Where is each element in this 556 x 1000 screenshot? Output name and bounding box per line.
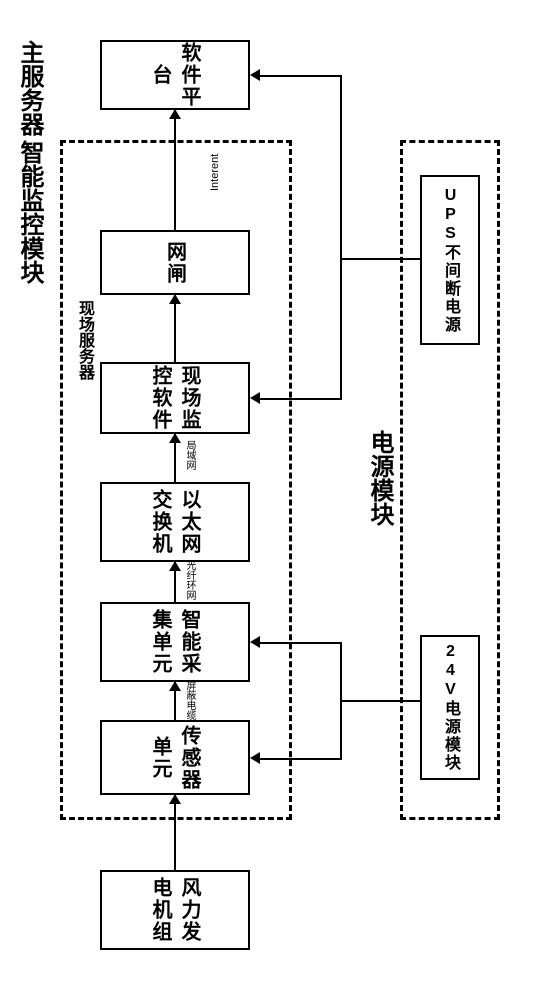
arrow-acq-eth — [174, 562, 176, 602]
power-24v-box: 24V电源模块 — [420, 635, 480, 780]
arrow-eth-fsw — [174, 434, 176, 482]
ethernet-text: 以太网交换机 — [146, 484, 204, 560]
l-24v-sensor — [260, 758, 342, 760]
gateway-box: 网闸 — [100, 230, 250, 295]
field-sw-text: 现场监控软件 — [146, 364, 204, 432]
conn-lan: 局域网 — [182, 440, 197, 470]
label: 智能监控模块 — [16, 140, 43, 284]
arr-24v-acq — [250, 636, 260, 648]
monitor-module-label: 智能监控模块 — [12, 140, 47, 284]
arrow-wind-sensor — [174, 795, 176, 870]
label: Interent — [209, 154, 221, 191]
ups-box: UPS不间断电源 — [420, 175, 480, 345]
sensor-unit-text: 传感器单元 — [146, 722, 204, 793]
arrow-sensor-acq — [174, 682, 176, 720]
arr-ups-swp — [250, 69, 260, 81]
field-server-label: 现场服务器 — [72, 300, 96, 380]
l-24v-vert — [340, 642, 342, 760]
l-ups-vert — [340, 75, 342, 400]
label: 主服务器 — [16, 40, 43, 136]
l-ups-swp — [260, 75, 342, 77]
sensor-unit-box: 传感器单元 — [100, 720, 250, 795]
conn-shielded: 屏蔽电缆 — [182, 680, 197, 720]
label: 屏蔽电缆 — [184, 680, 195, 720]
sw-platform-text: 软件平台 — [146, 42, 204, 108]
l-24v-trunk — [340, 700, 420, 702]
field-sw-box: 现场监控软件 — [100, 362, 250, 434]
power-module-label: 电源模块 — [362, 430, 397, 526]
arr-24v-sensor — [250, 752, 260, 764]
conn-fiber: 光纤环网 — [182, 560, 197, 600]
smart-acq-text: 智能采集单元 — [146, 604, 204, 680]
main-server-label: 主服务器 — [12, 40, 47, 136]
wind-turbine-box: 风力发电机组 — [100, 870, 250, 950]
conn-internet: Interent — [209, 131, 221, 191]
arrow-gw-swp — [174, 110, 176, 230]
label: 现场服务器 — [76, 300, 93, 380]
power-24v-text: 24V电源模块 — [438, 643, 462, 772]
ups-text: UPS不间断电源 — [438, 187, 462, 334]
arrow-fsw-gw — [174, 295, 176, 362]
ethernet-switch-box: 以太网交换机 — [100, 482, 250, 562]
sw-platform-box: 软件平台 — [100, 40, 250, 110]
wind-turbine-text: 风力发电机组 — [146, 872, 204, 948]
l-ups-fs — [260, 398, 342, 400]
label: 局域网 — [184, 440, 195, 470]
label: 电源模块 — [366, 430, 393, 526]
l-24v-acq — [260, 642, 342, 644]
gateway-text: 网闸 — [161, 241, 190, 285]
label: 光纤环网 — [184, 560, 195, 600]
arr-ups-fs — [250, 392, 260, 404]
smart-acq-box: 智能采集单元 — [100, 602, 250, 682]
l-ups-trunk — [340, 258, 420, 260]
